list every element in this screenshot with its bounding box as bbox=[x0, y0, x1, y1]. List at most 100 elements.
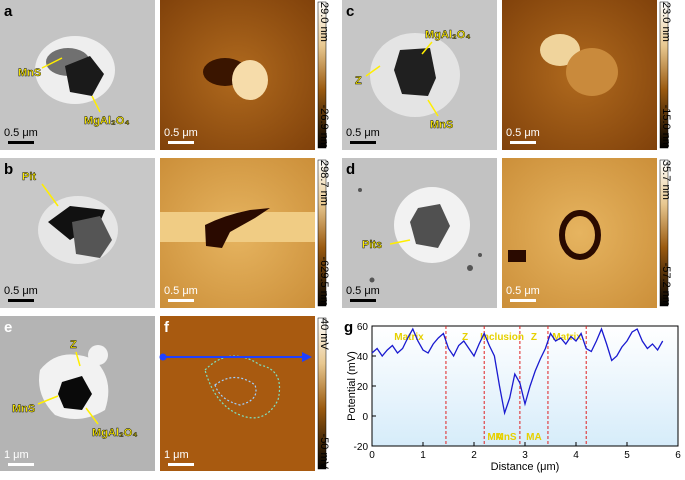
panel-f: f 1 μm 40 mV -50 mV bbox=[159, 316, 330, 471]
scan-start bbox=[159, 353, 167, 361]
scale-bar-label: 0.5 μm bbox=[506, 285, 540, 297]
scale-bar-label: 0.5 μm bbox=[4, 127, 38, 139]
colorbar bbox=[317, 1, 327, 149]
y-axis-label: Potential (mV) bbox=[346, 351, 358, 421]
colorbar-min: -50 mV bbox=[318, 434, 330, 470]
arrow bbox=[365, 65, 381, 77]
scale-bar bbox=[510, 141, 536, 144]
x-tick-label: 1 bbox=[420, 450, 426, 461]
data-line bbox=[371, 327, 664, 416]
x-tick-label: 2 bbox=[471, 450, 477, 461]
colorbar-max: 29.0 nm bbox=[318, 2, 330, 42]
x-tick-label: 4 bbox=[573, 450, 579, 461]
arrow bbox=[75, 351, 81, 367]
scale-bar-label: 0.5 μm bbox=[164, 127, 198, 139]
annotation: MnS bbox=[430, 119, 453, 131]
pit bbox=[478, 253, 482, 257]
arrow bbox=[41, 57, 63, 69]
colorbar-max: 40 mV bbox=[318, 318, 330, 350]
region-label: Z bbox=[462, 332, 468, 343]
scale-bar-label: 0.5 μm bbox=[164, 285, 198, 297]
scale-bar-label: 0.5 μm bbox=[506, 127, 540, 139]
inclusion bbox=[205, 208, 270, 248]
y-tick-label: 60 bbox=[357, 322, 369, 333]
annotation: Pits bbox=[362, 239, 382, 251]
colorbar bbox=[659, 1, 669, 149]
arrow bbox=[91, 95, 101, 113]
arrow bbox=[85, 407, 99, 425]
inclusion bbox=[410, 204, 450, 248]
inclusion bbox=[232, 60, 268, 100]
panel-a: a MnS MgAl₂O₄ 0.5 μm 0.5 μm 29.0 nm -26.… bbox=[0, 0, 330, 150]
x-tick-label: 0 bbox=[369, 450, 375, 461]
colorbar bbox=[317, 317, 327, 470]
x-tick-label: 6 bbox=[675, 450, 681, 461]
region-label: Matrix bbox=[552, 332, 582, 343]
pit bbox=[369, 277, 375, 283]
scale-bar-label: 0.5 μm bbox=[346, 285, 380, 297]
annotation: MgAl₂O₄ bbox=[425, 29, 471, 41]
arrow bbox=[421, 41, 433, 55]
panel-c: c MgAl₂O₄ Z MnS 0.5 μm 0.5 μm 23.0 nm -1… bbox=[342, 0, 672, 150]
afm-image bbox=[502, 158, 657, 308]
x-axis-label: Distance (μm) bbox=[491, 461, 560, 473]
pit bbox=[358, 188, 362, 192]
scale-bar bbox=[8, 141, 34, 144]
inclusion bbox=[559, 210, 601, 260]
annotation: MgAl₂O₄ bbox=[92, 427, 138, 439]
inclusion bbox=[65, 56, 104, 96]
boundary bbox=[204, 355, 281, 419]
arrow bbox=[41, 183, 59, 207]
plot-area bbox=[371, 325, 679, 447]
colorbar bbox=[317, 159, 327, 307]
colorbar bbox=[659, 159, 669, 307]
arrow bbox=[389, 239, 411, 245]
annotation: MgAl₂O₄ bbox=[84, 115, 130, 127]
colorbar-min: -57.2 nm bbox=[660, 263, 672, 306]
inclusion bbox=[394, 48, 436, 96]
pit bbox=[508, 250, 526, 262]
colorbar-min: -629.5 nm bbox=[318, 256, 330, 306]
region-label: Matrix bbox=[394, 332, 424, 343]
scale-bar-label: 1 μm bbox=[164, 449, 189, 461]
panel-label: f bbox=[164, 319, 170, 336]
annotation: MnS bbox=[12, 403, 35, 415]
scale-bar bbox=[350, 141, 376, 144]
phase-label: MA bbox=[487, 432, 503, 443]
boundary bbox=[214, 376, 257, 406]
panel-b: b Pit 0.5 μm 0.5 μm 298.7 nm -629.5 nm bbox=[0, 158, 330, 308]
y-tick-label: 20 bbox=[357, 382, 369, 393]
panel-label: d bbox=[346, 161, 355, 178]
inclusion bbox=[72, 216, 112, 258]
annotation: MnS bbox=[18, 67, 41, 79]
colorbar-min: -26.9 nm bbox=[318, 105, 330, 148]
panel-label: g bbox=[344, 319, 353, 336]
x-tick-label: 5 bbox=[624, 450, 630, 461]
halo bbox=[88, 345, 108, 365]
scan-arrow bbox=[302, 352, 312, 362]
panel-label: e bbox=[4, 319, 12, 336]
panel-label: b bbox=[4, 161, 13, 178]
kpfm-image bbox=[160, 316, 315, 471]
inclusion bbox=[566, 48, 618, 96]
panel-d: d Pits 0.5 μm 0.5 μm 35.7 nm -57.2 nm bbox=[342, 158, 672, 308]
scale-bar-label: 0.5 μm bbox=[4, 285, 38, 297]
panel-label: c bbox=[346, 3, 354, 20]
y-tick-label: 0 bbox=[362, 412, 368, 423]
scale-bar-label: 1 μm bbox=[4, 449, 29, 461]
scale-bar bbox=[510, 299, 536, 302]
scale-bar bbox=[168, 299, 194, 302]
arrow bbox=[37, 395, 59, 405]
colorbar-max: 23.0 nm bbox=[660, 2, 672, 42]
arrow bbox=[427, 99, 439, 117]
panel-label: a bbox=[4, 3, 13, 20]
annotation: Z bbox=[70, 339, 77, 351]
x-tick-label: 3 bbox=[522, 450, 528, 461]
colorbar-max: 35.7 nm bbox=[660, 160, 672, 200]
scale-bar bbox=[8, 299, 34, 302]
y-tick-label: 40 bbox=[357, 352, 369, 363]
scale-bar-label: 0.5 μm bbox=[346, 127, 380, 139]
scale-bar bbox=[8, 463, 34, 466]
